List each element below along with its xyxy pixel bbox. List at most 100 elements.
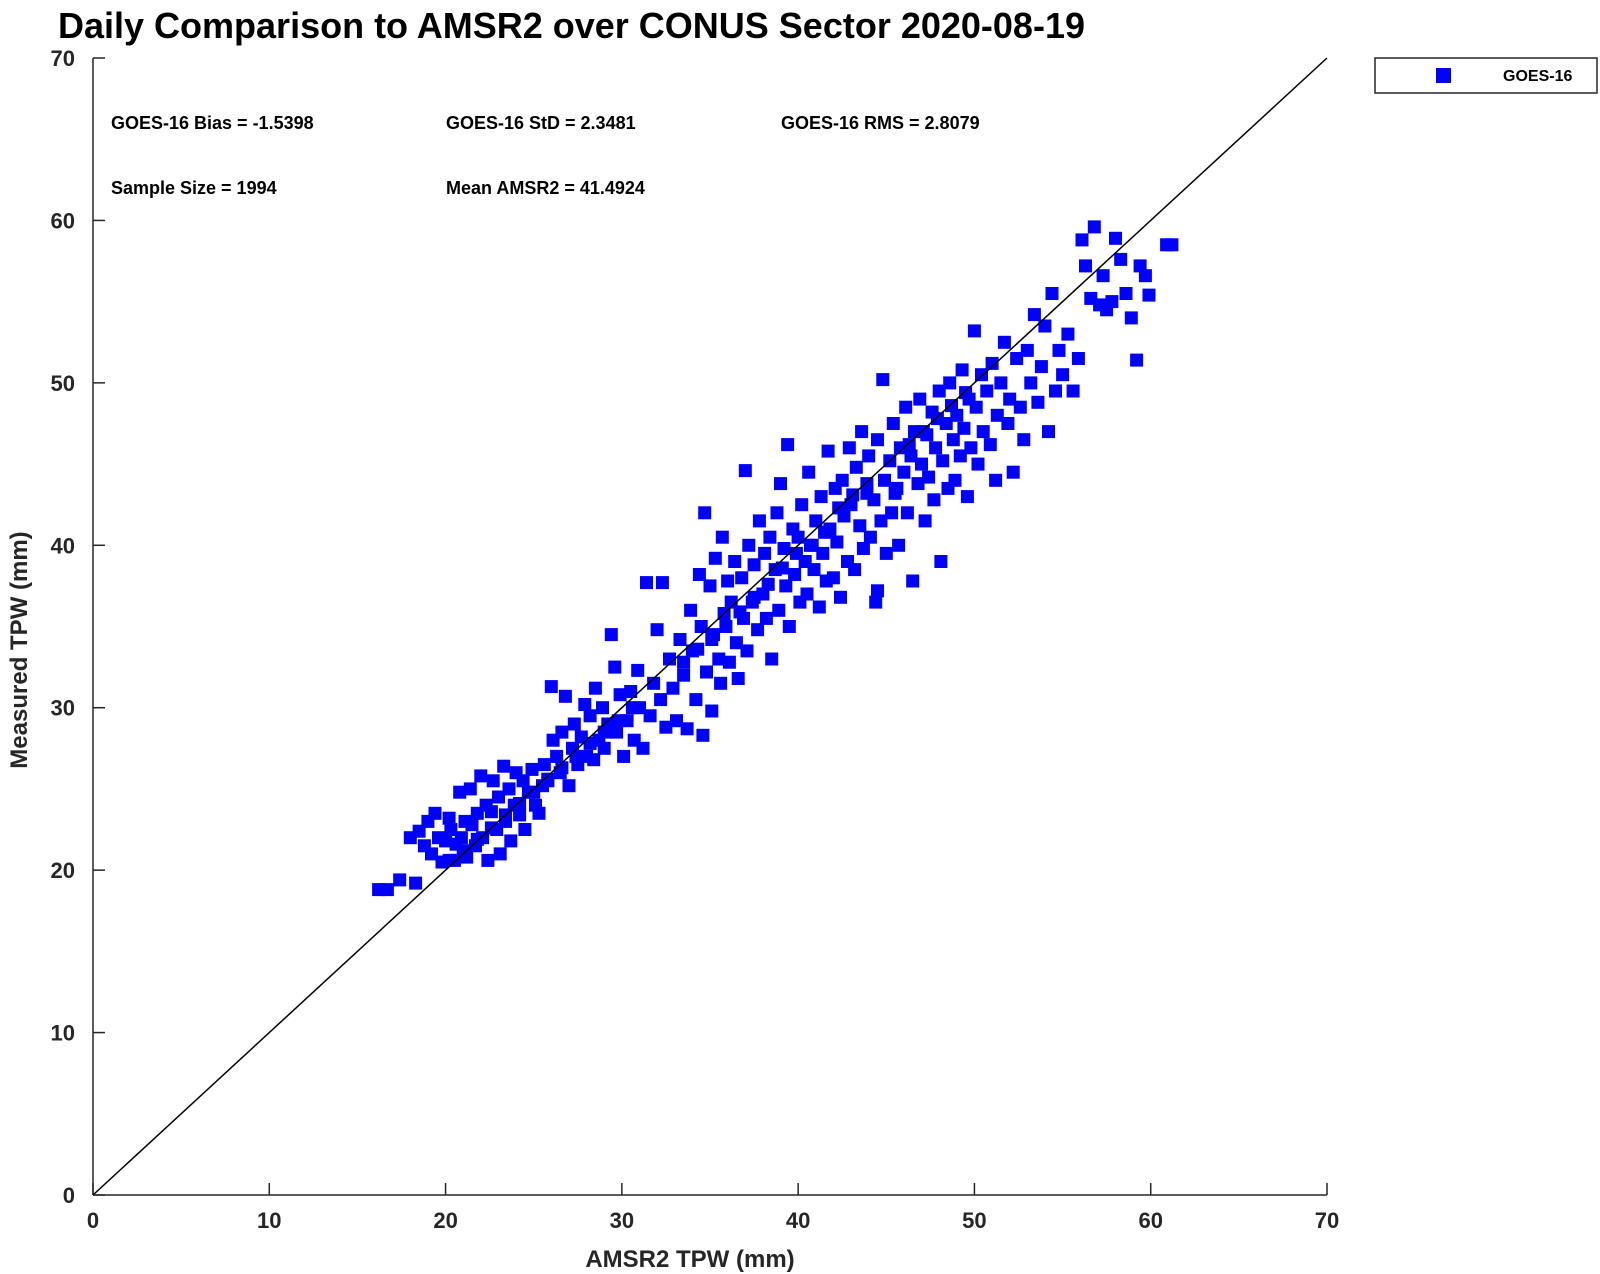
data-point — [945, 399, 958, 413]
stat-bias: GOES-16 Bias = -1.5398 — [111, 113, 314, 133]
data-point — [899, 400, 913, 414]
data-point — [918, 514, 932, 528]
data-point — [1138, 269, 1152, 283]
data-point — [513, 808, 527, 822]
data-point — [465, 818, 479, 832]
data-point — [957, 421, 971, 435]
x-tick-label: 60 — [1138, 1208, 1162, 1233]
data-point — [985, 356, 999, 370]
data-point — [1038, 319, 1052, 333]
data-point — [967, 324, 981, 338]
data-point — [1165, 238, 1179, 252]
data-point — [544, 680, 558, 694]
data-point — [765, 652, 779, 666]
data-point — [493, 847, 507, 861]
data-point — [997, 335, 1011, 349]
data-point — [456, 844, 470, 858]
data-point — [497, 759, 511, 773]
data-point — [562, 779, 576, 793]
data-point — [715, 530, 729, 544]
x-axis-label: AMSR2 TPW (mm) — [585, 1246, 794, 1273]
data-point — [777, 542, 791, 555]
x-tick-label: 40 — [786, 1208, 810, 1233]
data-point — [844, 498, 858, 512]
stat-sample-size: Sample Size = 1994 — [111, 178, 277, 198]
data-point — [855, 425, 869, 439]
data-point — [906, 574, 920, 588]
data-point — [393, 873, 407, 887]
data-point — [537, 758, 551, 772]
data-point — [863, 530, 877, 544]
data-point — [948, 473, 962, 487]
data-point — [1034, 360, 1048, 374]
data-point — [712, 652, 726, 666]
data-point — [886, 417, 900, 430]
data-point — [929, 441, 943, 455]
data-point — [751, 623, 765, 637]
data-point — [971, 457, 985, 471]
data-point — [862, 449, 876, 463]
y-tick-label: 20 — [51, 858, 75, 883]
data-point — [677, 655, 691, 669]
data-point — [550, 749, 564, 763]
data-point — [874, 514, 888, 528]
data-point — [1056, 368, 1070, 382]
data-point — [747, 590, 761, 604]
data-point — [613, 688, 627, 702]
data-point — [705, 704, 719, 718]
data-point — [647, 676, 661, 690]
data-point — [807, 563, 821, 577]
data-point — [680, 722, 694, 736]
data-point — [666, 681, 680, 695]
data-point — [860, 477, 874, 491]
data-point — [800, 587, 814, 601]
data-point — [532, 806, 546, 820]
data-point — [911, 477, 925, 491]
data-point — [955, 363, 969, 377]
data-point — [897, 465, 911, 479]
data-point — [1096, 269, 1110, 283]
data-point — [871, 584, 884, 598]
data-point — [696, 728, 710, 742]
data-point — [770, 506, 784, 520]
data-point — [567, 717, 581, 731]
data-point — [980, 384, 994, 398]
data-point — [960, 490, 974, 504]
data-point — [597, 725, 611, 739]
data-point — [694, 620, 708, 633]
data-point — [454, 831, 468, 845]
data-point — [830, 535, 844, 549]
data-point — [752, 514, 766, 528]
data-point — [789, 546, 803, 560]
data-point — [818, 525, 832, 539]
data-point — [502, 782, 516, 796]
data-point — [1087, 220, 1101, 234]
data-point — [492, 790, 505, 804]
data-point — [610, 725, 624, 739]
data-point — [640, 576, 653, 590]
data-point — [444, 823, 458, 836]
data-point — [527, 785, 541, 799]
data-point — [1017, 433, 1031, 447]
data-point — [617, 749, 631, 763]
data-point — [409, 876, 423, 890]
data-point — [698, 506, 712, 520]
data-point — [583, 736, 597, 750]
data-point — [976, 425, 990, 439]
data-point — [525, 762, 539, 776]
data-point — [1049, 384, 1062, 398]
data-point — [1042, 425, 1055, 439]
data-point — [913, 392, 927, 406]
data-point — [994, 376, 1008, 390]
data-point — [670, 714, 683, 728]
data-point — [946, 433, 960, 447]
data-point — [735, 571, 749, 585]
data-point — [481, 853, 495, 867]
data-point — [1075, 233, 1089, 247]
data-point — [878, 473, 891, 487]
data-point — [486, 774, 500, 788]
data-point — [871, 433, 884, 447]
x-tick-label: 20 — [433, 1208, 457, 1233]
ticks: 0 10 20 30 40 50 60 70 0 10 20 30 40 50 60 70 — [51, 46, 1340, 1233]
